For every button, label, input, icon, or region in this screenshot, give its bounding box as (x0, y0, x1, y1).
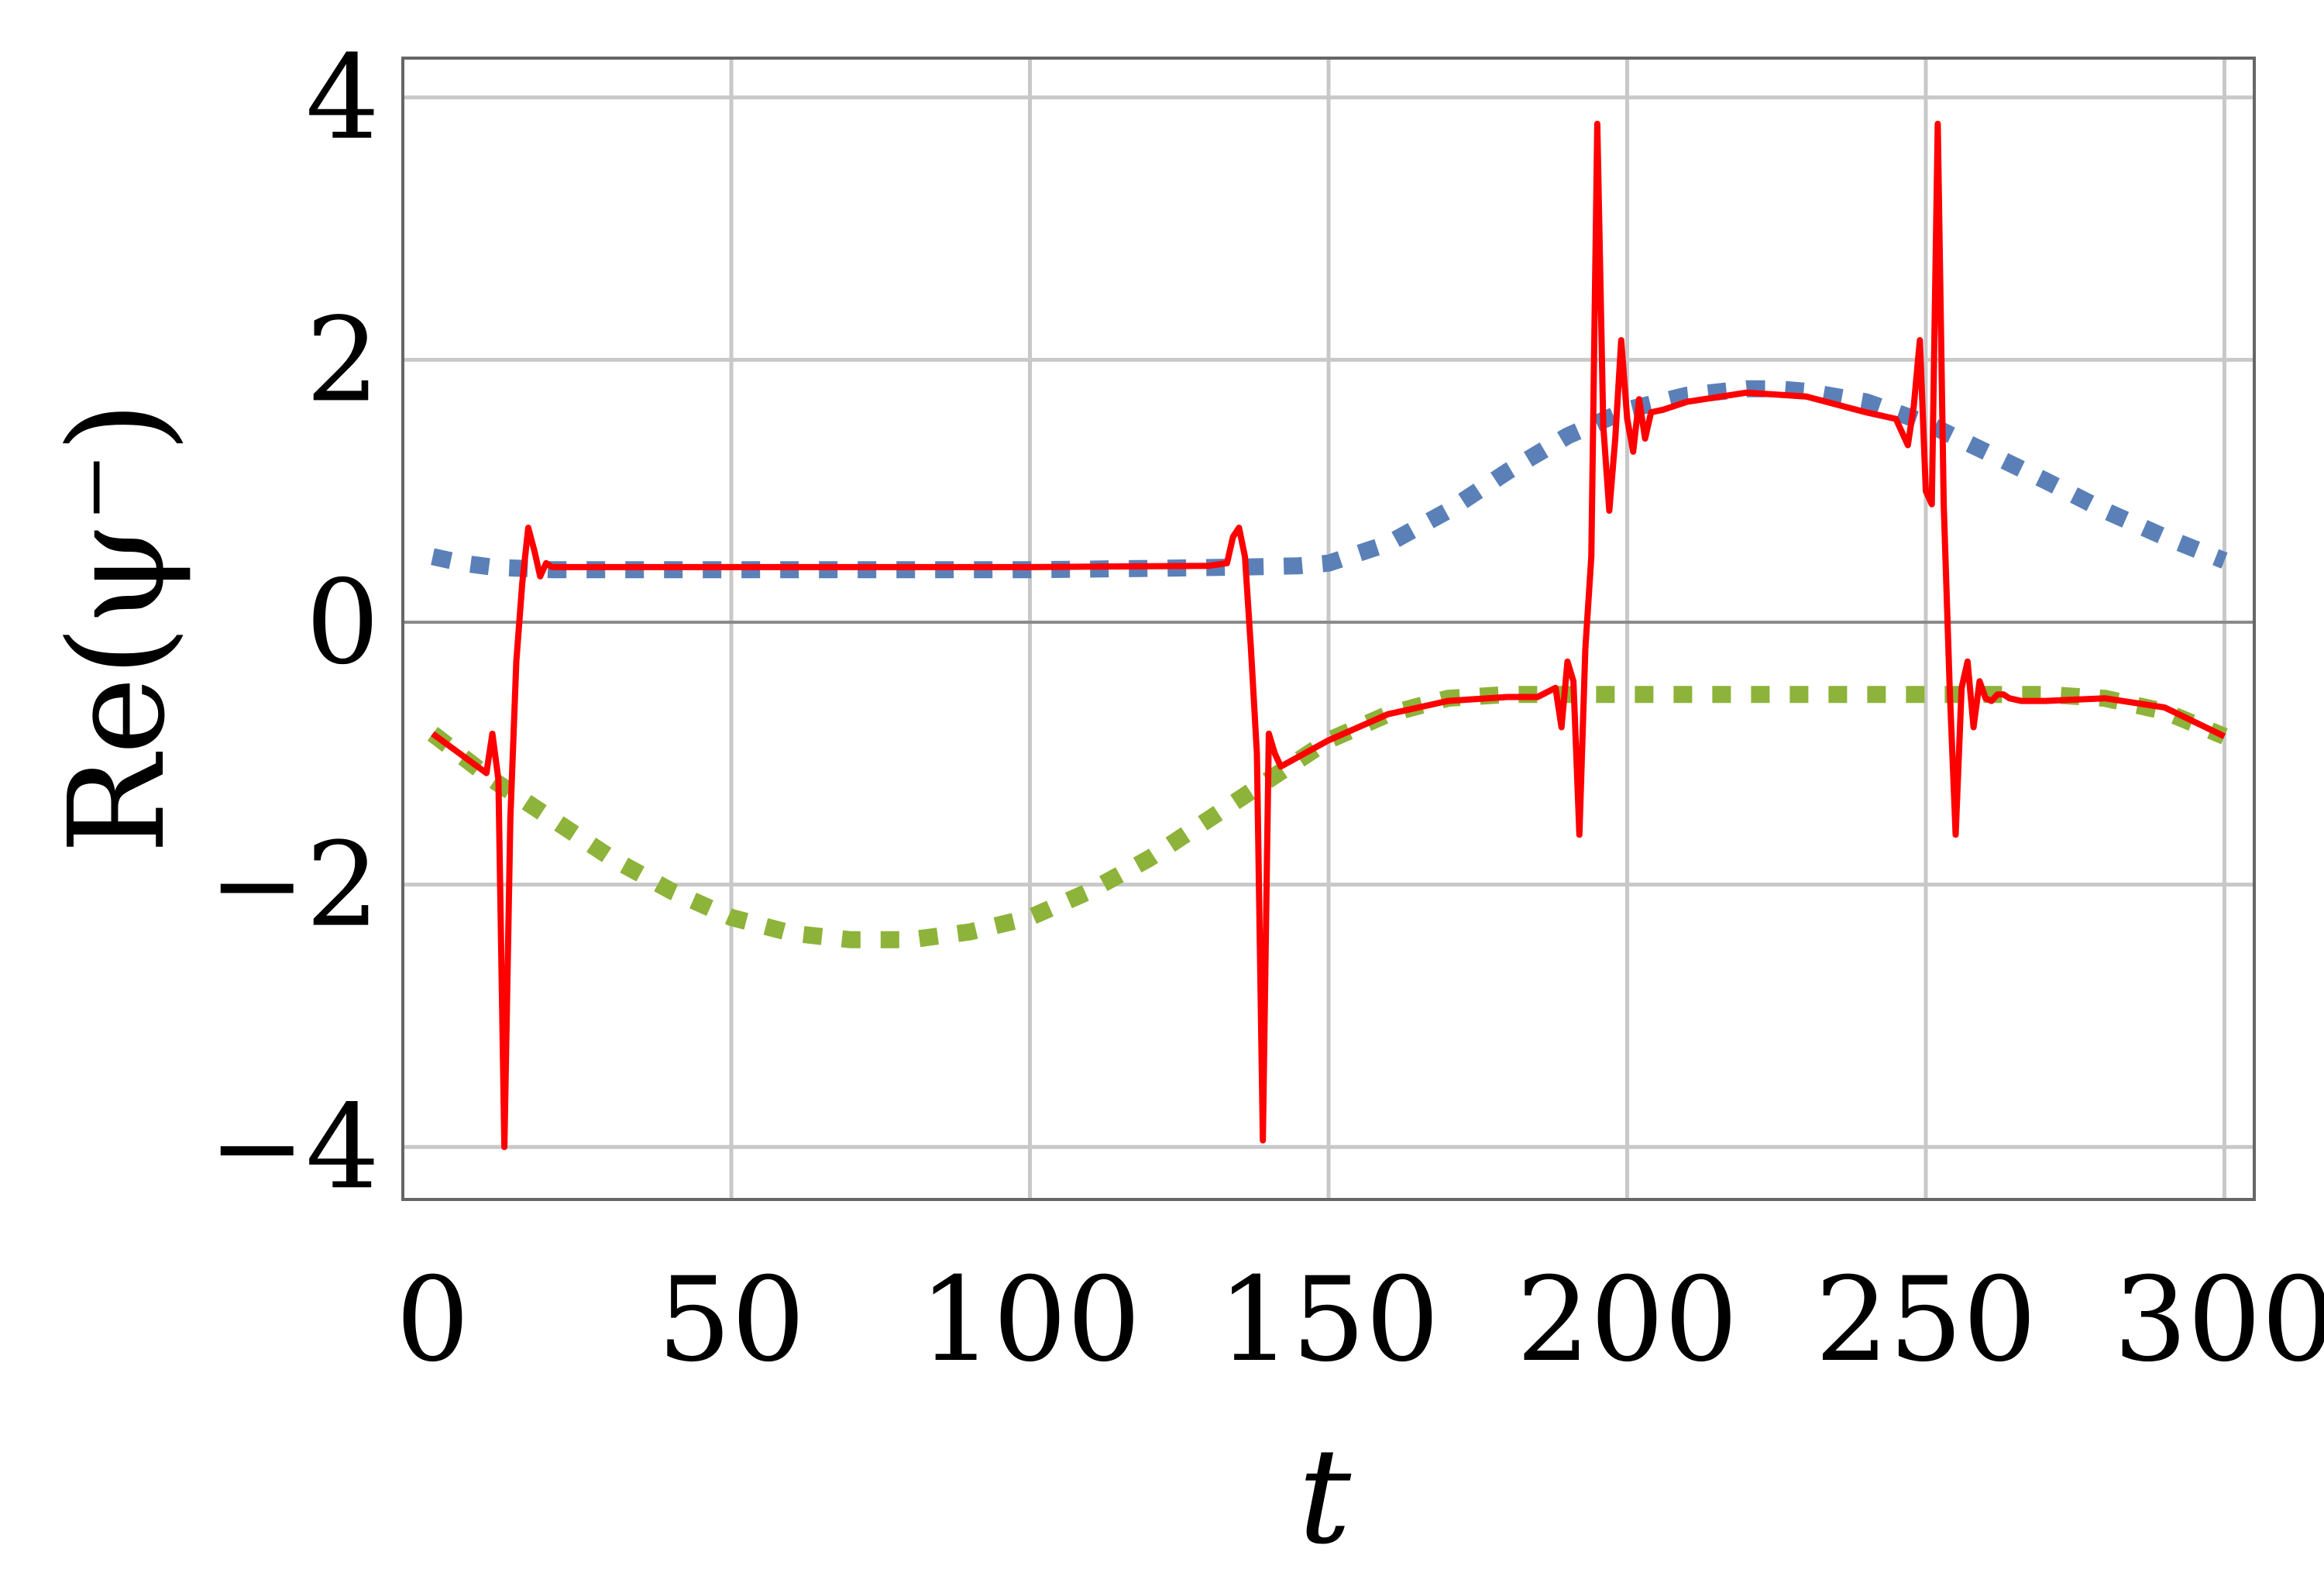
x-axis-ticks: 0 50 100 150 200 250 300 (396, 1253, 2324, 1388)
x-tick-label: 100 (919, 1253, 1140, 1388)
y-axis-title: Re(ψ⁻) (41, 401, 194, 854)
x-tick-label: 250 (1815, 1253, 2037, 1388)
y-tick-label: −4 (208, 1080, 380, 1215)
x-tick-label: 200 (1516, 1253, 1738, 1388)
y-axis-ticks: −4 −2 0 2 4 (208, 31, 380, 1215)
dotted-series-line (427, 686, 2228, 948)
solid-series-line (431, 120, 2226, 1151)
y-tick-label: 4 (306, 31, 380, 166)
grid-lines (403, 58, 2254, 1199)
x-axis-title: t (1298, 1420, 1352, 1574)
x-tick-label: 300 (2113, 1253, 2324, 1388)
data-series (427, 120, 2228, 1151)
plot-frame (401, 57, 2256, 1201)
x-tick-label: 150 (1218, 1253, 1439, 1388)
y-tick-label: 2 (306, 293, 380, 428)
x-tick-label: 50 (658, 1253, 806, 1388)
x-tick-label: 0 (396, 1253, 469, 1388)
y-tick-label: −2 (208, 818, 380, 953)
y-tick-label: 0 (306, 556, 380, 690)
dotted-series-line (431, 380, 2228, 579)
